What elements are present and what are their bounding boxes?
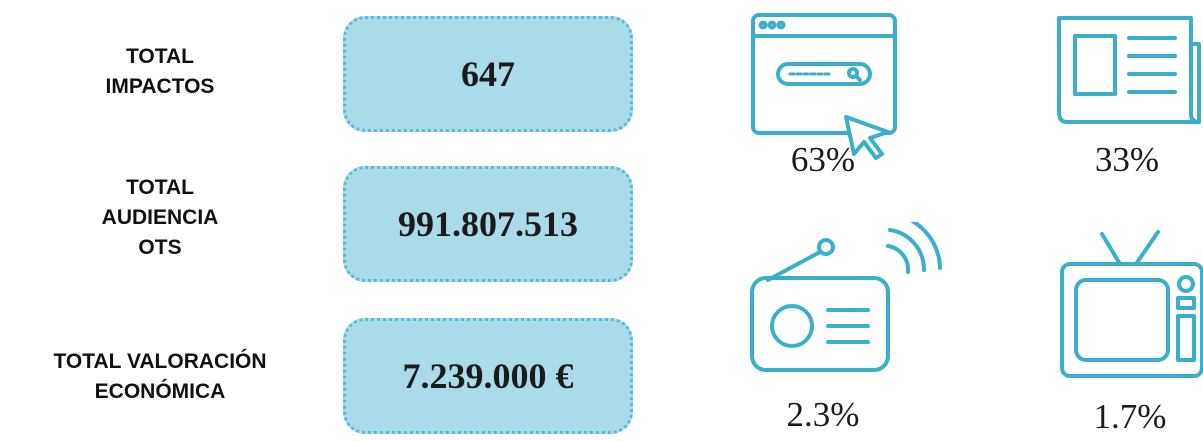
metric-value: 647	[343, 16, 633, 132]
metric-value: 7.239.000 €	[343, 318, 633, 434]
metric-label: TOTAL AUDIENCIA OTS	[0, 173, 320, 263]
label-line: ECONÓMICA	[94, 380, 226, 403]
media-share: 2.3%	[786, 395, 860, 434]
media-share: 1.7%	[1093, 397, 1167, 436]
label-line: IMPACTOS	[105, 75, 215, 98]
metric-label: TOTAL IMPACTOS	[0, 42, 320, 102]
web-icon	[751, 13, 897, 160]
metric-label: TOTAL VALORACIÓN ECONÓMICA	[0, 347, 320, 407]
press-icon	[1057, 16, 1201, 124]
radio-icon	[750, 222, 942, 372]
media-share: 63%	[790, 140, 856, 179]
label-line: TOTAL VALORACIÓN	[53, 350, 267, 373]
label-line: TOTAL	[125, 45, 195, 68]
label-line: OTS	[138, 236, 182, 259]
media-share: 33%	[1094, 140, 1160, 179]
label-line: AUDIENCIA	[101, 206, 219, 229]
label-line: TOTAL	[125, 176, 195, 199]
tv-icon	[1060, 230, 1203, 378]
metric-value: 991.807.513	[343, 166, 633, 282]
